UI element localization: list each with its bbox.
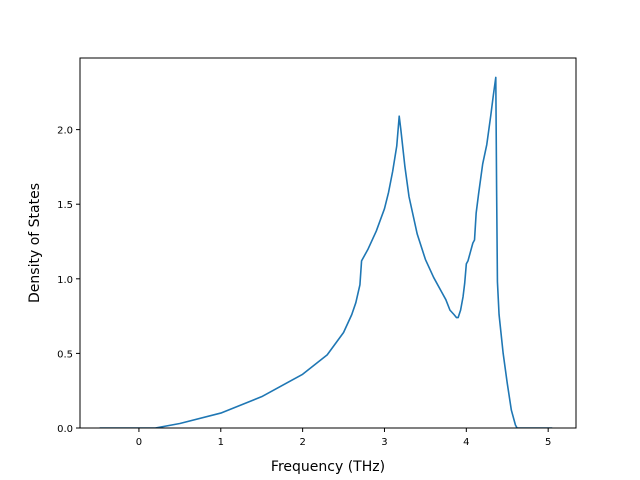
x-tick-label: 5	[545, 437, 551, 448]
x-tick-label: 3	[381, 437, 387, 448]
x-axis-title: Frequency (THz)	[271, 459, 385, 475]
y-tick-label: 1.0	[57, 275, 73, 286]
x-tick-label: 0	[136, 437, 142, 448]
y-axis-title: Density of States	[27, 183, 43, 303]
x-axis: 0 1 2 3 4 5	[136, 428, 551, 448]
y-axis: 0.0 0.5 1.0 1.5 2.0	[57, 126, 80, 435]
y-tick-label: 0.0	[57, 424, 73, 435]
dos-line	[99, 76, 553, 428]
plot-frame	[79, 57, 577, 429]
x-tick-label: 2	[299, 437, 305, 448]
x-tick-label: 1	[218, 437, 224, 448]
y-tick-label: 1.5	[57, 200, 73, 211]
series-layer	[99, 76, 553, 428]
plot-area	[80, 58, 576, 428]
y-tick-label: 2.0	[57, 126, 73, 137]
x-tick-label: 4	[463, 437, 469, 448]
y-tick-label: 0.5	[57, 349, 73, 360]
